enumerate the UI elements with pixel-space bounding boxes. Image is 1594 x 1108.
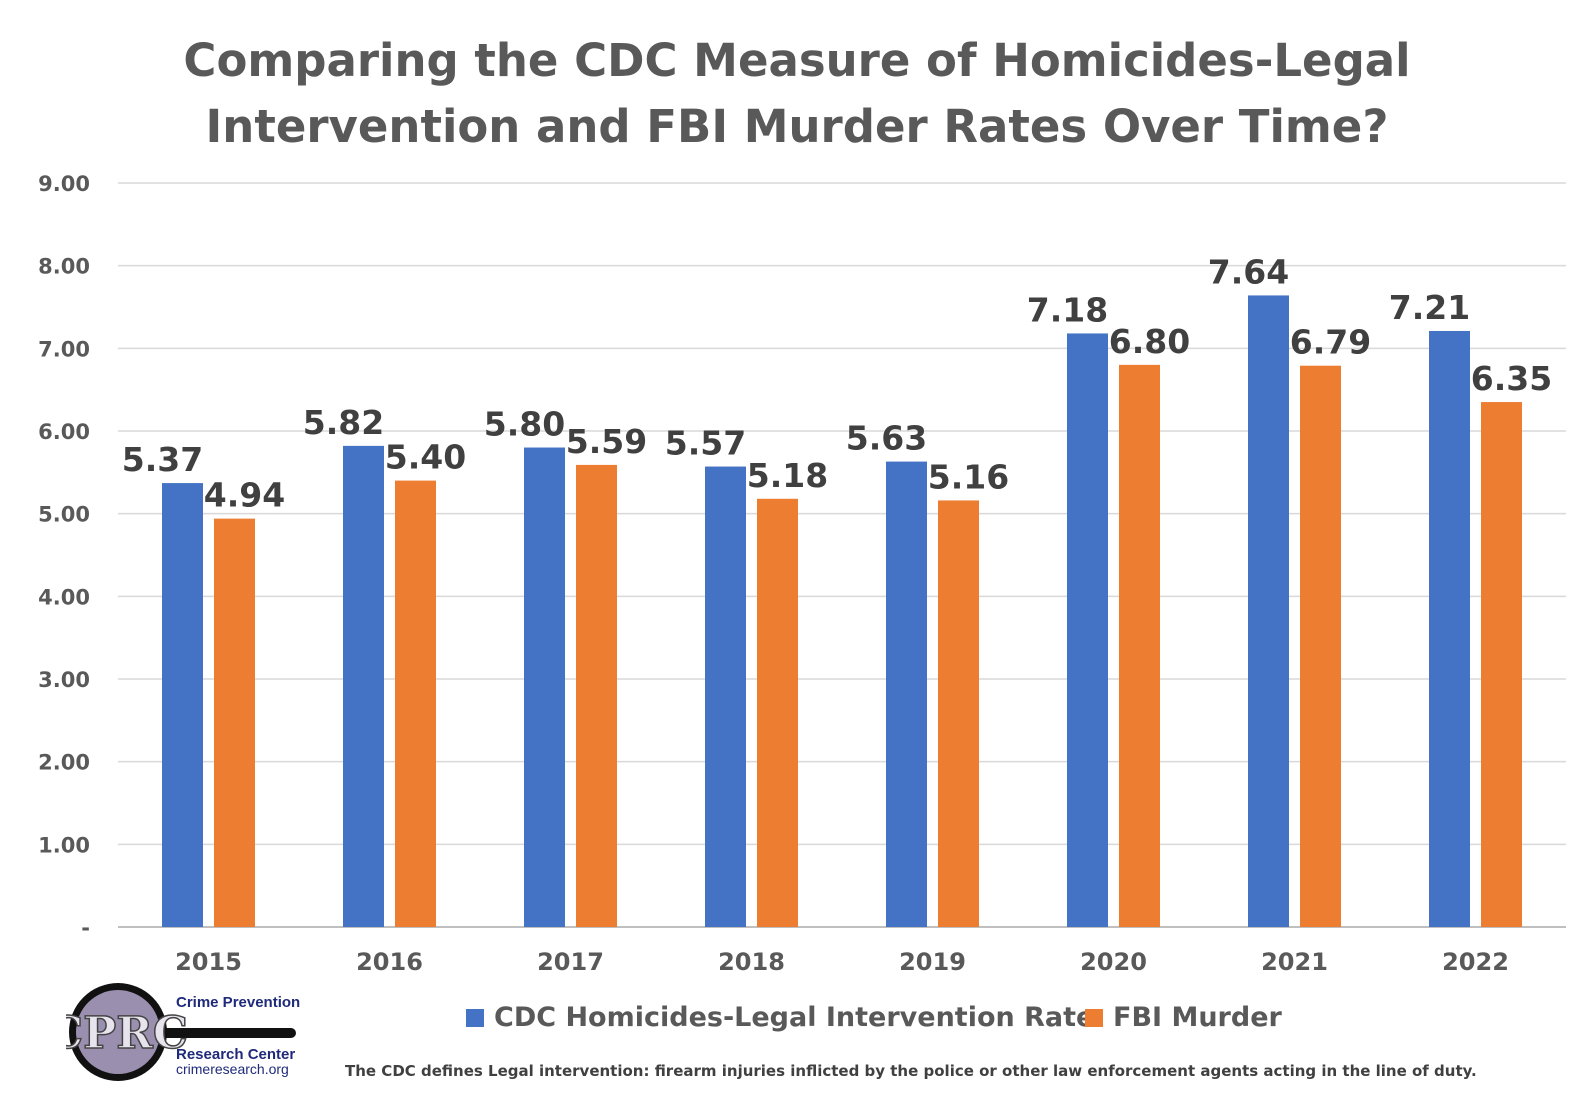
logo-line-1: Crime Prevention — [176, 994, 300, 1011]
magnifier-handle — [126, 1028, 296, 1038]
data-label-fbi: 5.59 — [566, 422, 647, 461]
data-label-fbi: 5.16 — [928, 457, 1009, 496]
data-label-fbi: 6.79 — [1290, 323, 1371, 362]
data-label-cdc: 5.63 — [846, 419, 927, 458]
bar-fbi — [395, 480, 436, 927]
legend: CDC Homicides-Legal Intervention Rate FB… — [0, 1002, 1594, 1042]
x-tick-label: 2018 — [718, 948, 785, 976]
bar-cdc — [705, 466, 746, 927]
y-tick-label: 3.00 — [38, 668, 90, 692]
bar-cdc — [886, 461, 927, 927]
chart-title-line-1: Comparing the CDC Measure of Homicides-L… — [183, 34, 1411, 87]
bar-fbi — [757, 498, 798, 927]
x-tick-label: 2016 — [356, 948, 423, 976]
y-tick-label: 1.00 — [38, 833, 90, 857]
legend-label-fbi: FBI Murder — [1113, 1002, 1282, 1033]
bar-fbi — [938, 500, 979, 927]
bar-cdc — [1067, 333, 1108, 927]
bar-fbi — [1300, 365, 1341, 927]
x-tick-label: 2015 — [175, 948, 242, 976]
y-tick-label: 9.00 — [38, 172, 90, 196]
data-label-cdc: 7.64 — [1208, 252, 1289, 291]
legend-swatch-cdc — [466, 1008, 484, 1027]
bar-cdc — [1248, 295, 1289, 928]
logo-monogram: CPRC — [66, 1008, 188, 1059]
x-tick-label: 2019 — [899, 948, 966, 976]
data-label-cdc: 7.18 — [1027, 290, 1108, 329]
data-label-fbi: 6.80 — [1109, 322, 1190, 361]
legend-item-cdc: CDC Homicides-Legal Intervention Rate — [466, 1002, 1094, 1033]
chart-title-line-2: Intervention and FBI Murder Rates Over T… — [205, 100, 1389, 153]
legend-swatch-fbi — [1085, 1008, 1103, 1027]
data-label-fbi: 5.40 — [385, 438, 466, 477]
x-tick-label: 2021 — [1261, 948, 1328, 976]
chart-title: Comparing the CDC Measure of Homicides-L… — [0, 28, 1594, 160]
x-tick-label: 2022 — [1442, 948, 1509, 976]
y-tick-label: 2.00 — [38, 751, 90, 775]
data-label-fbi: 5.18 — [747, 456, 828, 495]
logo-line-2: Research Center — [176, 1046, 295, 1063]
data-label-cdc: 5.80 — [484, 405, 565, 444]
y-tick-label: 7.00 — [38, 337, 90, 361]
legend-label-cdc: CDC Homicides-Legal Intervention Rate — [494, 1002, 1095, 1033]
legend-item-fbi: FBI Murder — [1085, 1002, 1282, 1033]
bar-cdc — [162, 483, 203, 927]
y-tick-label: 6.00 — [38, 420, 90, 444]
data-label-fbi: 4.94 — [204, 476, 285, 515]
data-label-cdc: 5.82 — [303, 403, 384, 442]
y-tick-label: 5.00 — [38, 503, 90, 527]
bar-cdc — [524, 447, 565, 927]
bar-fbi — [1481, 402, 1522, 928]
bar-fbi — [1119, 364, 1160, 927]
bar-chart: - 1.00 2.00 3.00 4.00 5.00 6.00 7.00 8.00 9.00 201… — [38, 172, 1566, 976]
cprc-logo: CPRC Crime Prevention Research Center cr… — [66, 983, 300, 1081]
footnote: The CDC defines Legal intervention: fire… — [345, 1062, 1477, 1080]
logo-line-3: crimeresearch.org — [176, 1061, 289, 1077]
data-label-cdc: 5.37 — [122, 440, 203, 479]
bar-cdc — [343, 445, 384, 927]
bar-cdc — [1429, 330, 1470, 927]
data-label-cdc: 7.21 — [1389, 288, 1470, 327]
bar-fbi — [576, 464, 617, 927]
x-tick-label: 2020 — [1080, 948, 1147, 976]
data-label-cdc: 5.57 — [665, 424, 746, 463]
y-tick-label: 8.00 — [38, 255, 90, 279]
y-tick-label: - — [81, 916, 90, 940]
data-label-fbi: 6.35 — [1471, 359, 1552, 398]
magnifier-lens — [76, 990, 160, 1074]
x-tick-label: 2017 — [537, 948, 604, 976]
bar-fbi — [214, 518, 255, 927]
y-tick-label: 4.00 — [38, 585, 90, 609]
